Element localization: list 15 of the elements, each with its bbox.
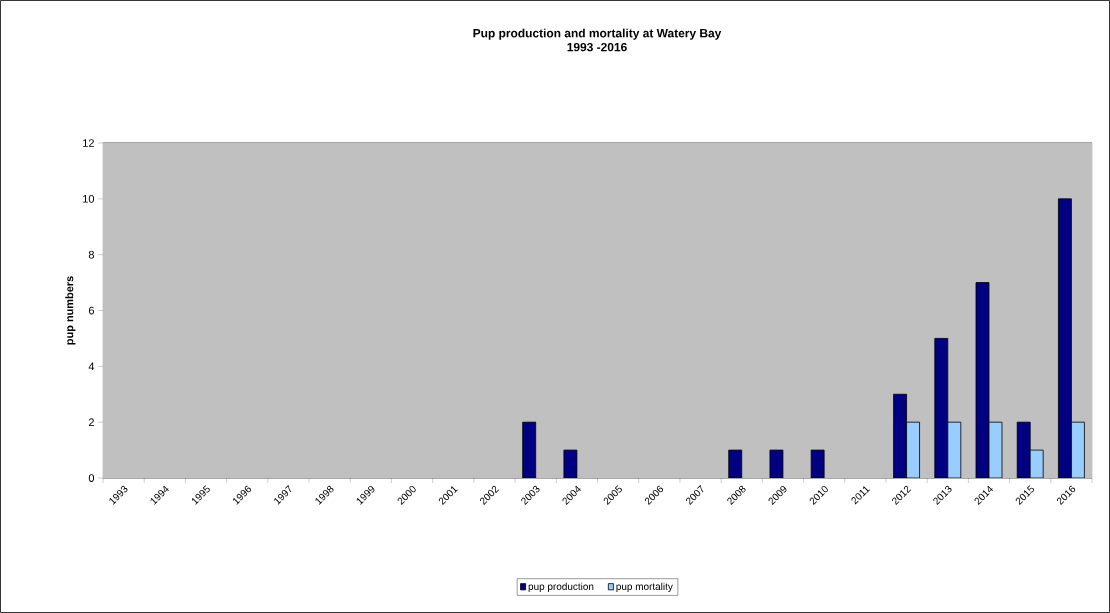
legend-label: pup mortality xyxy=(616,582,673,592)
chart-subtitle: 1993 -2016 xyxy=(567,42,627,52)
y-axis-title: pup numbers xyxy=(65,276,76,345)
bar xyxy=(934,338,949,478)
y-tick-label: 8 xyxy=(88,250,94,259)
y-tick-label: 2 xyxy=(88,418,94,426)
y-tick-label: 10 xyxy=(83,194,95,203)
bar xyxy=(1058,198,1072,478)
y-tick-label: 6 xyxy=(88,306,94,315)
bar xyxy=(893,393,907,478)
y-tick-label: 12 xyxy=(83,139,94,147)
y-tick-label: 0 xyxy=(88,474,95,482)
chart-title: Pup production and mortality at Watery Bay xyxy=(473,28,722,40)
legend-label: pup production xyxy=(528,582,594,592)
y-tick-label: 4 xyxy=(88,362,95,371)
